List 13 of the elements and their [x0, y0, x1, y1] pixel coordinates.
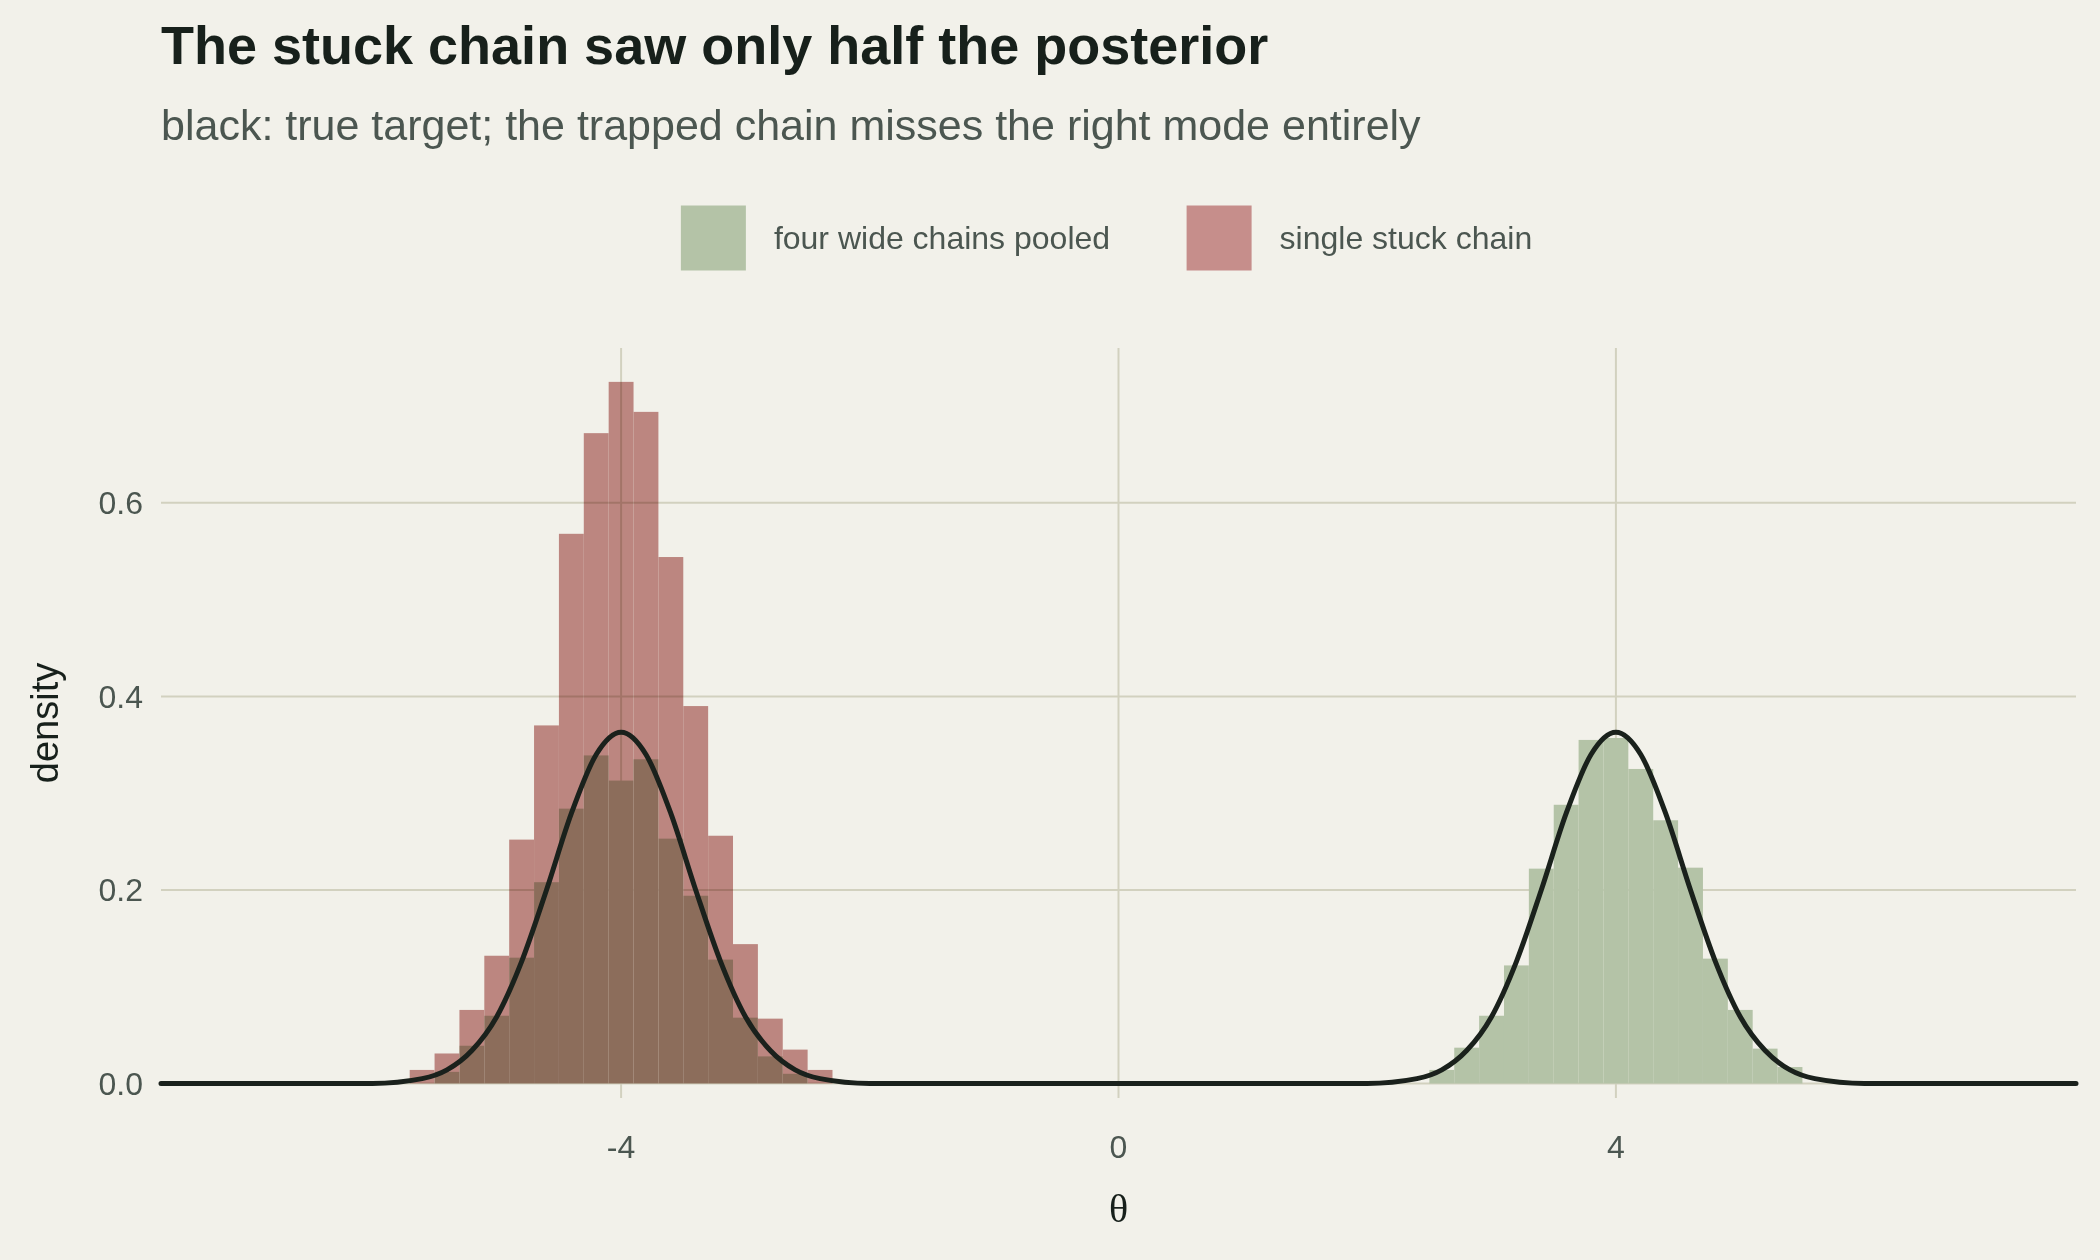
- x-axis-title: θ: [1108, 1186, 1129, 1231]
- legend-label: single stuck chain: [1279, 220, 1533, 257]
- y-tick-label: 0.0: [98, 1065, 143, 1102]
- x-tick-label: 0: [1109, 1129, 1128, 1165]
- y-tick-label: 0.4: [98, 678, 143, 715]
- y-axis-title: density: [24, 662, 66, 784]
- y-tick-label: 0.2: [98, 872, 143, 909]
- x-tick-label: -4: [606, 1129, 636, 1165]
- legend-label: four wide chains pooled: [773, 220, 1111, 257]
- y-tick-label: 0.6: [98, 485, 143, 522]
- chart-title: The stuck chain saw only half the posterior: [161, 15, 1269, 75]
- x-tick-label: 4: [1607, 1129, 1625, 1165]
- chart-subtitle: black: true target; the trapped chain misses the right mode entirely: [161, 101, 1422, 149]
